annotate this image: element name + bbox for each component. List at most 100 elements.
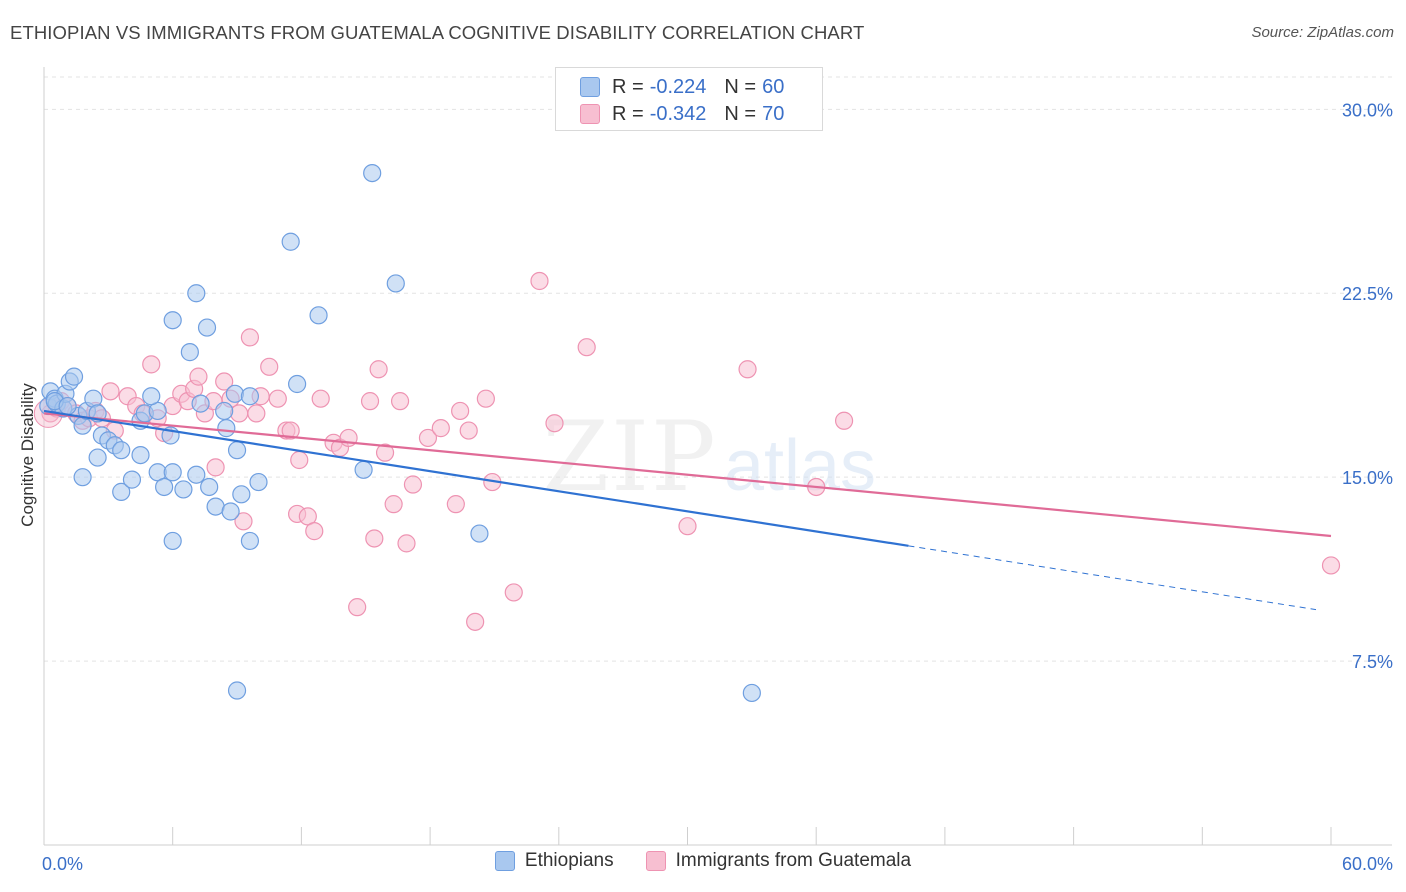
- r-value: -0.224: [649, 75, 707, 98]
- data-point: [290, 450, 309, 470]
- data-point: [232, 485, 251, 504]
- data-point: [112, 482, 131, 501]
- data-point: [221, 502, 240, 521]
- legend-item-ethiopians[interactable]: Ethiopians: [494, 850, 614, 872]
- data-point: [58, 396, 77, 416]
- grid-lines: [44, 76, 1392, 662]
- data-point: [142, 387, 161, 406]
- data-point: [187, 284, 206, 303]
- data-point: [249, 472, 268, 492]
- legend-item-guatemala[interactable]: Immigrants from Guatemala: [645, 850, 911, 872]
- data-point: [268, 389, 287, 408]
- n-value: 70: [762, 102, 785, 125]
- data-point: [200, 477, 219, 497]
- data-point: [1321, 556, 1341, 575]
- legend-label: Ethiopians: [524, 850, 614, 871]
- legend-swatch-pink: [645, 851, 666, 871]
- legend-row-ethiopians: R = -0.224 N = 60: [580, 73, 784, 101]
- data-point: [247, 404, 266, 423]
- legend-swatch-blue: [580, 77, 600, 97]
- data-point: [88, 448, 107, 467]
- tick-labels: 7.5% 15.0% 22.5% 30.0% 0.0% 60.0%: [42, 100, 1393, 874]
- data-point: [230, 404, 249, 423]
- data-point: [742, 683, 761, 703]
- data-point: [360, 392, 380, 411]
- data-point: [354, 460, 373, 479]
- data-point: [451, 401, 470, 421]
- data-point: [215, 401, 234, 421]
- data-point: [155, 477, 174, 497]
- series-legend: Ethiopians Immigrants from Guatemala: [0, 850, 1406, 872]
- guatemala-trend-line: [43, 412, 1332, 538]
- data-point: [530, 271, 549, 291]
- data-point: [240, 387, 260, 406]
- watermark: ZIP atlas: [542, 401, 876, 513]
- data-point: [197, 318, 217, 337]
- y-tick-label: 30.0%: [1342, 100, 1393, 120]
- data-point: [384, 495, 403, 514]
- data-point: [101, 382, 120, 401]
- data-point: [260, 357, 279, 376]
- legend-row-guatemala: R = -0.342 N = 70: [580, 100, 784, 128]
- ethiopian-trend-extension: [908, 545, 1317, 611]
- data-point: [309, 306, 328, 325]
- data-point: [227, 441, 247, 460]
- watermark-atlas: atlas: [724, 426, 876, 506]
- data-point: [112, 441, 131, 460]
- data-point: [189, 367, 208, 386]
- data-point: [163, 463, 182, 482]
- ethiopian-points: [39, 163, 761, 703]
- ethiopian-trend-line: [43, 409, 909, 547]
- data-point: [122, 470, 142, 489]
- source-label: Source: ZipAtlas.com: [1251, 24, 1394, 41]
- data-point: [225, 384, 245, 403]
- data-point: [142, 355, 161, 374]
- data-point: [375, 443, 395, 462]
- data-point: [476, 389, 495, 408]
- data-point: [446, 495, 465, 514]
- data-point: [386, 274, 405, 293]
- data-point: [240, 328, 260, 347]
- x-tick-label: 0.0%: [42, 854, 83, 874]
- r-label: R =: [612, 102, 644, 125]
- data-point: [163, 531, 182, 551]
- y-tick-label: 15.0%: [1342, 468, 1393, 488]
- data-point: [577, 338, 596, 357]
- data-point: [281, 421, 300, 440]
- data-point: [504, 583, 523, 602]
- data-point: [206, 458, 225, 477]
- data-point: [397, 534, 416, 553]
- r-value: -0.342: [649, 102, 707, 125]
- data-point: [363, 163, 382, 183]
- x-tick-label: 60.0%: [1342, 854, 1393, 874]
- data-point: [678, 517, 697, 536]
- data-point: [834, 411, 854, 430]
- data-point: [281, 232, 300, 251]
- data-point: [459, 421, 478, 440]
- data-point: [738, 360, 757, 379]
- n-label: N =: [724, 102, 757, 125]
- n-label: N =: [724, 75, 757, 98]
- data-point: [390, 392, 410, 411]
- chart-title: ETHIOPIAN VS IMMIGRANTS FROM GUATEMALA C…: [10, 22, 865, 43]
- axes: [43, 67, 1392, 846]
- data-point: [305, 522, 324, 541]
- data-point: [206, 497, 225, 516]
- watermark-zip: ZIP: [542, 401, 717, 513]
- data-point: [227, 681, 247, 700]
- data-point: [64, 367, 84, 386]
- data-point: [403, 475, 423, 494]
- data-point: [418, 428, 438, 448]
- data-point: [288, 374, 307, 394]
- data-point: [234, 512, 253, 531]
- data-point: [215, 372, 234, 391]
- trend-lines: [43, 409, 1332, 611]
- data-point: [187, 465, 206, 484]
- correlation-legend: R = -0.224 N = 60 R = -0.342 N = 70: [555, 67, 823, 131]
- y-tick-label: 22.5%: [1342, 284, 1393, 304]
- n-value: 60: [762, 75, 785, 98]
- data-point: [131, 445, 150, 465]
- data-point: [191, 394, 210, 413]
- data-point: [348, 598, 367, 617]
